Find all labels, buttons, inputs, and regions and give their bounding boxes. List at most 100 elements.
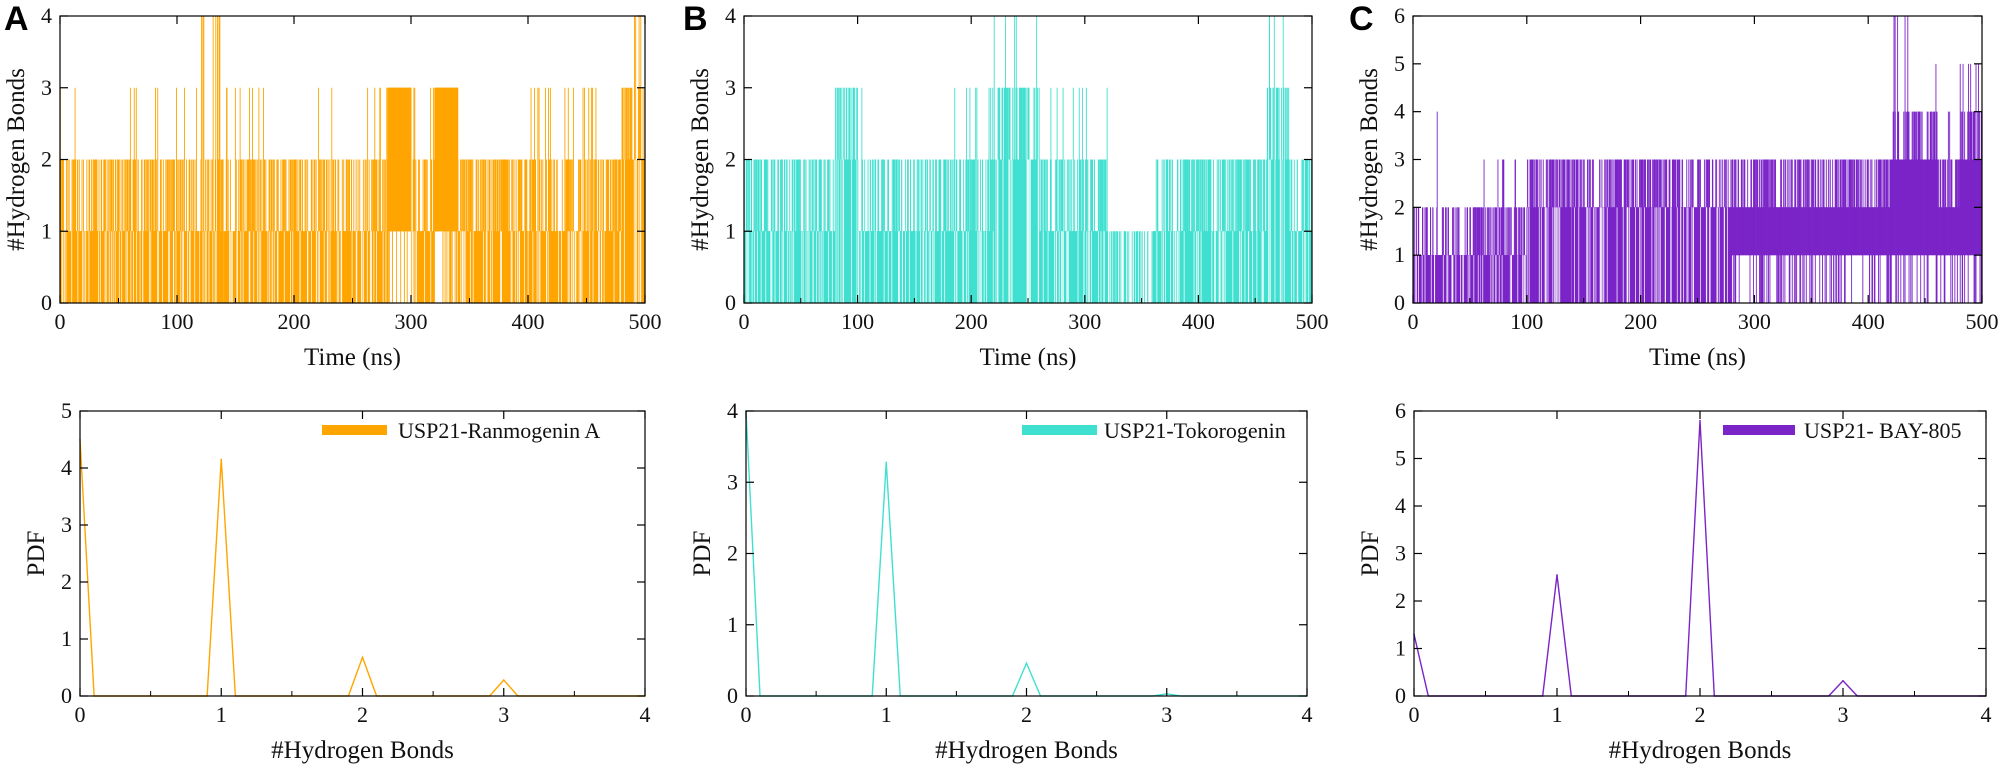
hbond-timeseries-a: 0 100 200 300 400 500 0 1 2 3 4 Time (ns) #Hydrogen … (3, 3, 662, 371)
timeseries-y-axis-title-b: #Hydrogen Bonds (687, 68, 714, 251)
pdf-x-axis-title-b: #Hydrogen Bonds (935, 737, 1118, 764)
pdf-curve-b (745, 410, 1307, 697)
pdf-x-tick-label-a: 3 (498, 702, 509, 727)
timeseries-x-tick-label-c: 0 (1408, 309, 1419, 334)
pdf-x-axis-title-c: #Hydrogen Bonds (1609, 737, 1792, 764)
pdf-y-tick-label-a: 4 (61, 455, 72, 480)
timeseries-y-tick-label-b: 2 (725, 147, 736, 172)
pdf-x-tick-label-b: 1 (881, 702, 892, 727)
pdf-y-tick-label-b: 3 (727, 469, 738, 494)
pdf-y-tick-label-c: 1 (1395, 636, 1406, 661)
timeseries-x-tick-label-a: 0 (55, 309, 66, 334)
timeseries-x-tick-label-b: 500 (1296, 309, 1329, 334)
pdf-x-tick-label-a: 0 (75, 702, 86, 727)
panel-letter-c: C (1349, 0, 1374, 38)
timeseries-x-tick-label-c: 100 (1510, 309, 1543, 334)
pdf-y-tick-label-c: 5 (1395, 446, 1406, 471)
pdf-x-axis-title-a: #Hydrogen Bonds (271, 737, 454, 764)
timeseries-y-tick-label-a: 1 (41, 218, 52, 243)
pdf-x-tick-label-a: 2 (357, 702, 368, 727)
timeseries-x-tick-label-c: 500 (1966, 309, 1999, 334)
timeseries-x-tick-label-b: 300 (1068, 309, 1101, 334)
pdf-x-tick-label-c: 0 (1409, 702, 1420, 727)
pdf-peak-point-a (220, 458, 223, 461)
timeseries-y-tick-label-a: 2 (41, 147, 52, 172)
timeseries-x-tick-label-c: 200 (1624, 309, 1657, 334)
pdf-y-tick-label-b: 2 (727, 541, 738, 566)
legend-label-a: USP21-Ranmogenin A (398, 418, 600, 443)
pdf-frame-c (1413, 410, 1987, 697)
timeseries-y-tick-label-c: 2 (1394, 194, 1405, 219)
pdf-curve-c (1413, 420, 1986, 697)
pdf-frame-b (745, 410, 1308, 697)
pdf-x-tick-label-c: 2 (1695, 702, 1706, 727)
timeseries-y-axis-title-a: #Hydrogen Bonds (3, 68, 30, 251)
timeseries-trace-a (59, 16, 646, 303)
legend-swatch-c (1723, 425, 1795, 435)
pdf-y-tick-label-a: 2 (61, 569, 72, 594)
pdf-x-tick-label-b: 4 (1302, 702, 1313, 727)
panel-letter-a: A (4, 0, 29, 38)
pdf-x-tick-label-c: 3 (1838, 702, 1849, 727)
timeseries-y-tick-label-a: 4 (41, 3, 52, 28)
timeseries-trace-b (743, 16, 1313, 303)
timeseries-x-tick-label-c: 400 (1852, 309, 1885, 334)
pdf-y-tick-label-c: 3 (1395, 541, 1406, 566)
timeseries-y-tick-label-b: 0 (725, 290, 736, 315)
legend-a: USP21-Ranmogenin A (322, 418, 600, 443)
timeseries-x-tick-label-a: 500 (629, 309, 662, 334)
pdf-frame-a (79, 410, 646, 697)
pdf-peak-point-c (1699, 419, 1701, 422)
timeseries-y-tick-label-c: 1 (1394, 242, 1405, 267)
timeseries-y-tick-label-c: 4 (1394, 99, 1405, 124)
hbond-timeseries-b: 0 100 200 300 400 500 0 1 2 3 4 Time (ns) #Hydrogen … (687, 3, 1329, 371)
pdf-y-axis-title-a: PDF (23, 531, 50, 577)
pdf-x-tick-label-c: 1 (1552, 702, 1563, 727)
timeseries-x-tick-label-a: 200 (278, 309, 311, 334)
legend-label-c: USP21- BAY-805 (1804, 418, 1962, 443)
timeseries-x-axis-title-a: Time (ns) (304, 344, 401, 371)
pdf-peak-point-b (1025, 662, 1028, 665)
pdf-plot-a: 0 1 2 3 4 0 1 2 3 4 5 #Hydrogen Bonds PDF (23, 398, 651, 764)
legend-label-b: USP21-Tokorogenin (1104, 418, 1286, 443)
pdf-y-tick-label-a: 1 (61, 626, 72, 651)
legend-swatch-a (322, 425, 387, 435)
pdf-y-tick-label-b: 1 (727, 612, 738, 637)
pdf-y-tick-label-c: 6 (1395, 398, 1406, 423)
legend-swatch-b (1022, 425, 1097, 435)
hbond-timeseries-c: 0 100 200 300 400 500 0 1 2 3 4 5 6 Time (ns) #Hydroge… (1356, 3, 1999, 371)
pdf-y-tick-label-a: 3 (61, 512, 72, 537)
timeseries-x-tick-label-c: 300 (1738, 309, 1771, 334)
timeseries-x-tick-label-b: 400 (1182, 309, 1215, 334)
pdf-x-tick-label-c: 4 (1981, 702, 1992, 727)
timeseries-y-tick-label-a: 0 (41, 290, 52, 315)
pdf-y-axis-title-c: PDF (1357, 531, 1384, 577)
pdf-x-tick-label-b: 3 (1161, 702, 1172, 727)
timeseries-y-tick-label-b: 4 (725, 3, 736, 28)
timeseries-x-tick-label-a: 300 (395, 309, 428, 334)
timeseries-y-tick-label-a: 3 (41, 75, 52, 100)
pdf-x-tick-label-b: 2 (1021, 702, 1032, 727)
pdf-peak-point-a (361, 656, 364, 659)
pdf-y-axis-title-b: PDF (689, 531, 716, 577)
pdf-peak-point-b (885, 461, 888, 464)
pdf-peak-point-c (1556, 574, 1558, 576)
timeseries-trace-c (1412, 16, 1983, 303)
legend-c: USP21- BAY-805 (1723, 418, 1962, 443)
pdf-y-tick-label-c: 2 (1395, 588, 1406, 613)
pdf-x-tick-label-a: 4 (640, 702, 651, 727)
timeseries-x-tick-label-a: 400 (512, 309, 545, 334)
timeseries-x-axis-title-b: Time (ns) (979, 344, 1076, 371)
pdf-peak-point-c (1842, 680, 1844, 682)
legend-b: USP21-Tokorogenin (1022, 418, 1286, 443)
timeseries-y-tick-label-c: 0 (1394, 290, 1405, 315)
timeseries-x-axis-title-c: Time (ns) (1649, 344, 1746, 371)
pdf-y-tick-label-b: 4 (727, 398, 738, 423)
timeseries-x-tick-label-b: 200 (955, 309, 988, 334)
timeseries-y-tick-label-b: 3 (725, 75, 736, 100)
timeseries-y-tick-label-c: 6 (1394, 3, 1405, 28)
pdf-y-tick-label-c: 4 (1395, 493, 1406, 518)
pdf-plot-c: 0 1 2 3 4 0 1 2 3 4 5 6 #Hydrogen Bonds PDF (1357, 398, 1992, 764)
timeseries-x-tick-label-b: 100 (841, 309, 874, 334)
